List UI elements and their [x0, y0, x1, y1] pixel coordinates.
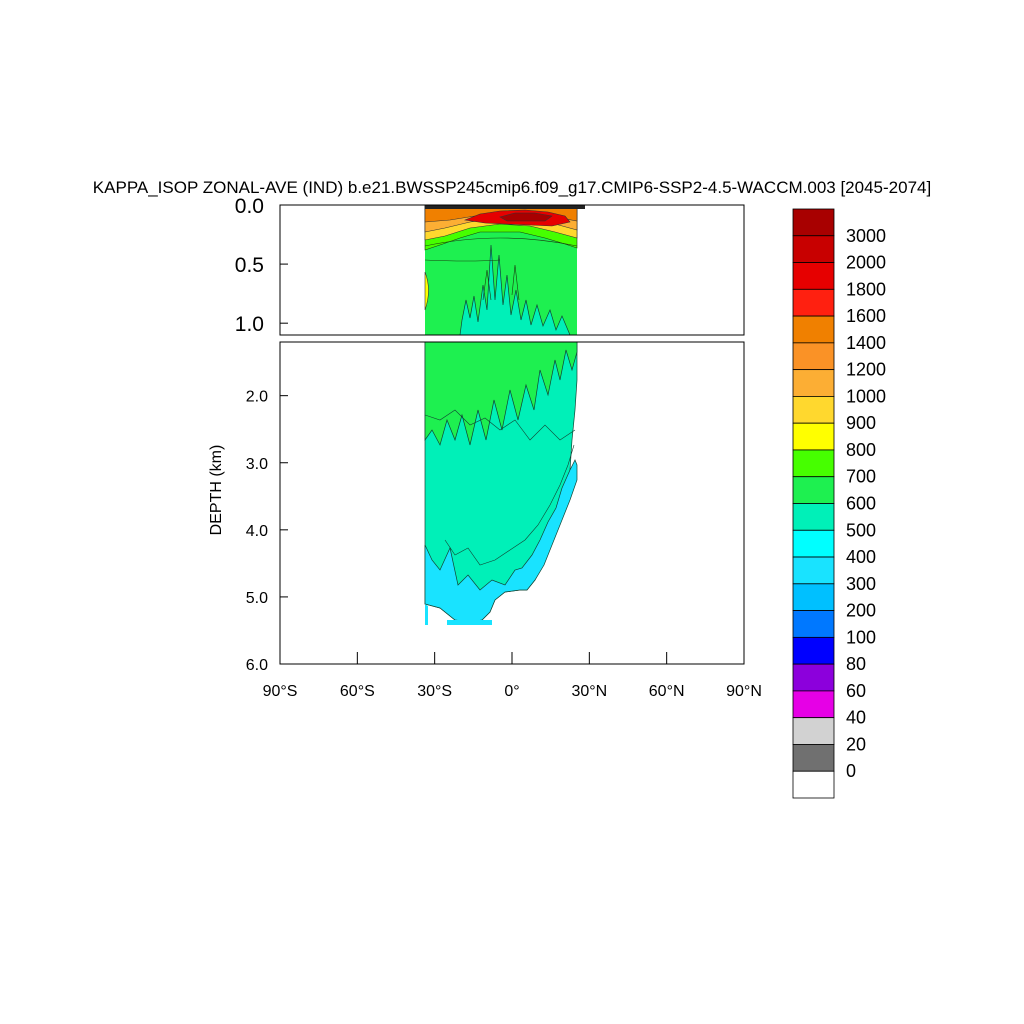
colorbar-swatch: [792, 717, 835, 745]
colorbar-swatch: [792, 503, 835, 531]
x-tick-label: 0°: [504, 683, 519, 700]
colorbar-label: 300: [846, 574, 876, 594]
colorbar-label: 3000: [846, 226, 886, 246]
colorbar-label: 1000: [846, 386, 886, 406]
upper-y-tick-label: 1.0: [235, 313, 264, 336]
colorbar-swatch: [792, 235, 835, 263]
upper-contour-lines: [424, 237, 578, 301]
upper-y-axis: 0.0 0.5 1.0: [235, 195, 288, 336]
colorbar-label: 20: [846, 734, 866, 754]
colorbar-swatch: [792, 690, 835, 719]
upper-yellow-west-patch: [424, 271, 429, 311]
x-tick-label: 60°N: [649, 683, 685, 700]
colorbar-label: 80: [846, 654, 866, 674]
lower-y-tick-label: 3.0: [246, 456, 268, 473]
upper-panel-frame: [279, 204, 745, 336]
colorbar-swatch: [792, 262, 835, 290]
colorbar-swatch: [792, 636, 835, 665]
colorbar-swatch: [792, 315, 835, 344]
colorbar-label: 600: [846, 494, 876, 514]
lower-green-intrusion: [424, 342, 578, 446]
colorbar-label: 40: [846, 708, 866, 728]
lower-y-tick-label: 6.0: [246, 657, 268, 674]
upper-y-tick-label: 0.0: [235, 195, 264, 218]
lower-panel-field: [424, 342, 578, 625]
colorbar-swatch: [792, 288, 835, 317]
upper-panel-field: [424, 205, 585, 335]
lower-contour-lines: [424, 409, 576, 566]
upper-dark-red-core: [499, 212, 553, 222]
colorbar-swatch: [792, 529, 835, 558]
lower-bottom-notches: [425, 604, 492, 625]
upper-surface-dark-band: [425, 205, 585, 209]
colorbar-swatch: [792, 610, 835, 638]
colorbar-label: 0: [846, 761, 856, 781]
colorbar-swatch: [792, 663, 835, 692]
x-tick-label: 30°S: [417, 683, 452, 700]
colorbar-label: 60: [846, 681, 866, 701]
colorbar-label: 100: [846, 627, 876, 647]
colorbar-swatch: [792, 422, 835, 451]
chart-title: KAPPA_ISOP ZONAL-AVE (IND) b.e21.BWSSP24…: [93, 178, 931, 197]
lower-blue-region: [424, 459, 578, 623]
lower-y-axis: 2.0 3.0 4.0 5.0 6.0: [246, 389, 288, 674]
colorbar-label: 2000: [846, 253, 886, 273]
colorbar-swatch: [792, 208, 835, 237]
colorbar-label: 200: [846, 601, 876, 621]
colorbar-swatch: [792, 770, 835, 799]
colorbar-label: 1200: [846, 360, 886, 380]
x-tick-label: 90°S: [263, 683, 298, 700]
x-tick-label: 60°S: [340, 683, 375, 700]
colorbar-label: 900: [846, 413, 876, 433]
colorbar-label: 1400: [846, 333, 886, 353]
colorbar-swatch: [792, 369, 835, 397]
colorbar: 3000200018001600140012001000900800700600…: [792, 208, 886, 799]
x-axis: 90°S 60°S 30°S 0° 30°N 60°N 90°N: [263, 652, 762, 700]
colorbar-label: 500: [846, 520, 876, 540]
colorbar-label: 1800: [846, 279, 886, 299]
x-tick-label: 30°N: [571, 683, 607, 700]
colorbar-swatch: [792, 396, 835, 424]
colorbar-label: 400: [846, 547, 876, 567]
colorbar-swatch: [792, 556, 835, 585]
colorbar-swatch: [792, 449, 835, 478]
lower-y-tick-label: 2.0: [246, 389, 268, 406]
y-axis-label: DEPTH (km): [208, 445, 225, 536]
x-tick-label: 90°N: [726, 683, 762, 700]
colorbar-label: 700: [846, 467, 876, 487]
upper-y-tick-label: 0.5: [235, 254, 264, 277]
colorbar-label: 1600: [846, 306, 886, 326]
colorbar-swatch: [792, 583, 835, 611]
colorbar-label: 800: [846, 440, 876, 460]
lower-y-tick-label: 5.0: [246, 590, 268, 607]
upper-cyan-intrusion: [459, 244, 571, 335]
colorbar-swatch: [792, 744, 835, 772]
lower-y-tick-label: 4.0: [246, 523, 268, 540]
colorbar-swatch: [792, 476, 835, 504]
colorbar-swatch: [792, 342, 835, 371]
